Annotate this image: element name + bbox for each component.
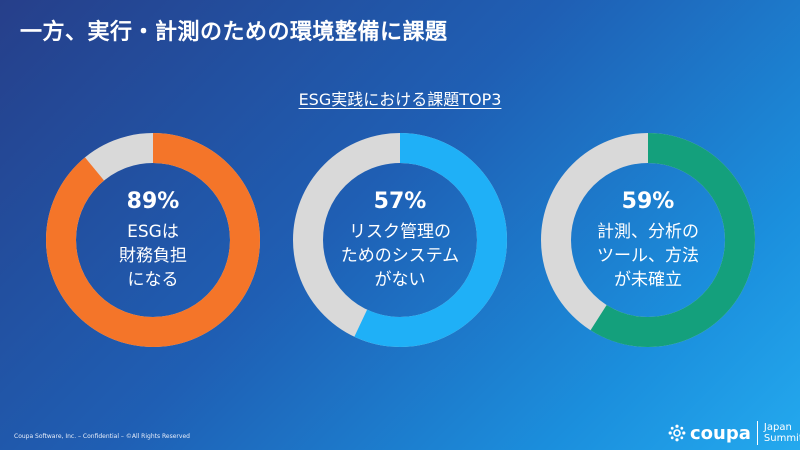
coupa-logo-word: coupa bbox=[690, 422, 751, 444]
slide-title: 一方、実行・計測のための環境整備に課題 bbox=[20, 20, 448, 45]
coupa-logo-icon bbox=[668, 424, 686, 442]
donut-svg bbox=[46, 133, 260, 347]
footer-text: Coupa Software, Inc. – Confidential – ©A… bbox=[14, 433, 190, 440]
donut-percent-label-1: 89% bbox=[126, 188, 180, 214]
donut-percent-label-3: 59% bbox=[621, 188, 675, 214]
donut-category-label-2: リスク管理の ためのシステム がない bbox=[340, 221, 460, 290]
chart-subtitle-text: ESG実践における課題TOP3 bbox=[298, 90, 502, 109]
donut-center-text-3: 59% 計測、分析の ツール、方法 が未確立 bbox=[541, 133, 755, 347]
chart-subtitle: ESG実践における課題TOP3 bbox=[0, 86, 800, 110]
logo-event-name: Japan Summit bbox=[764, 422, 800, 444]
donut-value-arc-2 bbox=[293, 133, 507, 347]
donut-chart-2: 57% リスク管理の ためのシステム がない bbox=[293, 133, 507, 347]
donut-center-text-2: 57% リスク管理の ためのシステム がない bbox=[293, 133, 507, 347]
donut-percent-label-2: 57% bbox=[373, 188, 427, 214]
donut-value-arc-1 bbox=[46, 133, 260, 347]
donut-category-label-3: 計測、分析の ツール、方法 が未確立 bbox=[597, 221, 699, 290]
donut-center-text-1: 89% ESGは 財務負担 になる bbox=[46, 133, 260, 347]
logo-divider bbox=[756, 421, 758, 445]
donut-svg bbox=[293, 133, 507, 347]
donut-value-arc-3 bbox=[541, 133, 755, 347]
logo-event-line-2: Summit bbox=[763, 433, 800, 444]
donut-chart-3: 59% 計測、分析の ツール、方法 が未確立 bbox=[541, 133, 755, 347]
logo-event-line-1: Japan bbox=[763, 422, 792, 433]
donut-svg bbox=[541, 133, 755, 347]
donut-chart-1: 89% ESGは 財務負担 になる bbox=[46, 133, 260, 347]
coupa-logo: coupa Japan Summit bbox=[668, 418, 800, 448]
donut-category-label-1: ESGは 財務負担 になる bbox=[119, 221, 187, 290]
